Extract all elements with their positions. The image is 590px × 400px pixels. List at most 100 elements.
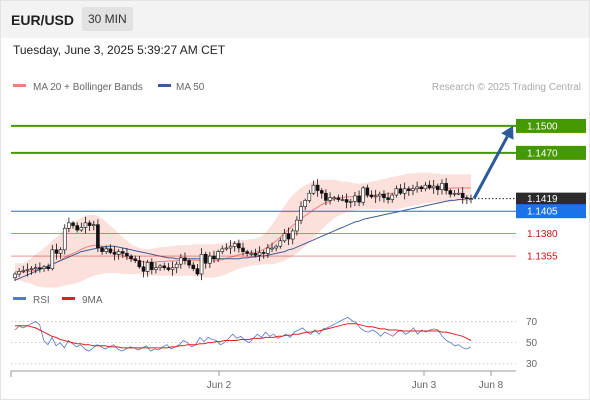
candle-body [237,243,241,249]
candle-body [183,257,187,261]
candle-body [195,268,200,275]
ma50-line [14,198,471,281]
bollinger-band [15,172,471,288]
legend-label-9ma: 9MA [82,295,103,306]
candle-body [208,255,212,264]
candle-body [162,265,167,269]
candle-body [282,233,287,242]
rsi-ma-line [15,323,472,349]
candle-body [179,257,183,265]
candle-body [460,192,465,199]
resistance-label: 1.1470 [527,148,558,159]
candle-body [133,258,138,261]
candle-body [303,200,307,208]
candle-body [369,194,374,198]
candle-body [394,188,399,196]
candle-body [299,206,303,221]
last-price-label: 1.1419 [527,194,558,205]
candle-body [469,198,473,200]
candle-body [431,185,436,189]
x-tick-label: Jun 3 [412,380,437,391]
candle-body [357,195,361,203]
candle-body [220,248,225,252]
candle-body [58,249,63,254]
timeframe-button[interactable]: 30 MIN [82,7,133,31]
candle-body [224,247,229,250]
legend-label-bb: MA 20 + Bollinger Bands [33,82,143,93]
rsi-line [14,316,472,352]
candle-body [436,185,440,190]
candle-body [398,188,403,194]
candle-body [96,224,100,249]
candle-body [386,197,390,200]
candle-body [17,271,21,275]
candle-body [137,260,142,268]
candle-body [324,192,328,201]
candle-body [274,245,278,249]
last-price-label-bg [516,192,586,205]
candle-body [129,255,133,260]
candle-body [452,192,457,195]
target-arrow-head [501,125,514,140]
candle-body [166,267,171,270]
candle-body [54,249,59,254]
candle-body [419,186,424,190]
candle-body [112,252,117,255]
candle-body [319,190,324,194]
candle-body [257,252,262,256]
candle-body [108,248,113,253]
legend-label-ma50: MA 50 [176,82,205,93]
candle-body [79,227,84,231]
symbol-label: EUR/USD [11,12,75,28]
candle-body [348,201,353,203]
candle-body [67,222,71,229]
candle-body [87,222,92,226]
candle-body [191,264,196,269]
candle-body [42,266,46,269]
rsi-tick-label: 50 [526,338,538,349]
candle-body [13,273,17,278]
candle-body [415,186,419,190]
candle-body [332,197,337,200]
candle-body [253,253,258,256]
candle-body [448,190,453,195]
candle-body [91,224,96,226]
candle-body [83,222,88,228]
candle-body [390,194,395,200]
candle-body [104,248,108,252]
candle-body [38,267,42,270]
candle-body [270,247,274,250]
target-arrow-shaft [472,135,509,200]
rsi-tick-label: 70 [526,317,538,328]
resistance-label-bg [516,118,586,133]
candle-body [373,195,378,198]
candle-body [216,251,220,260]
candle-body [125,253,129,257]
candle-body [174,263,179,269]
candle-body [100,247,104,252]
candle-body [228,245,233,249]
candle-body [286,233,291,240]
candle-body [315,184,320,191]
candle-body [307,192,312,201]
candle-body [295,219,299,232]
candle-body [423,184,428,190]
pivot-label-bg [516,204,586,219]
candle-body [407,188,411,191]
candle-body [199,253,204,275]
candle-body [411,188,415,191]
candle-body [340,199,345,201]
candle-body [344,199,349,203]
candle-body [328,197,332,201]
candle-body [150,262,154,270]
candle-body [444,183,448,191]
candle-body [440,183,444,190]
candle-body [336,197,341,200]
candle-body [402,188,407,194]
candle-body [261,252,266,254]
legend-swatch-bb [13,84,26,87]
pivot-label: 1.1405 [527,207,558,218]
candle-body [170,267,175,270]
